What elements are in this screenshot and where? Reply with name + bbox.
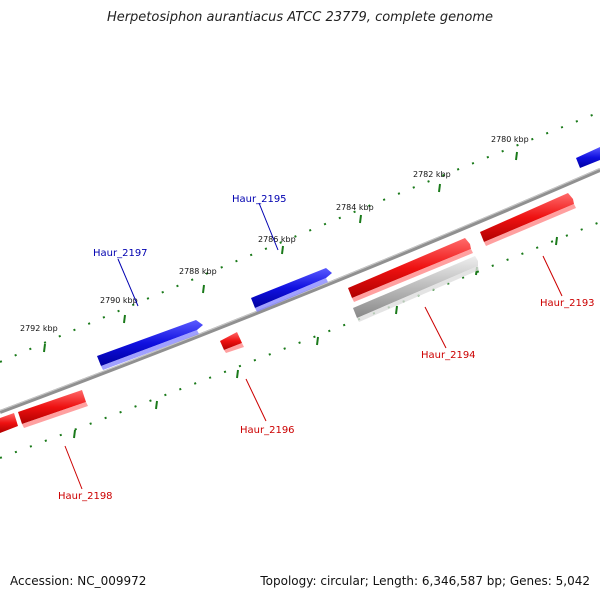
tick-mark	[515, 151, 518, 161]
tick-mark	[281, 245, 284, 255]
tick-label: 2782 kbp	[413, 170, 451, 179]
tick-mark	[73, 429, 76, 439]
gene-haur-2196-arrow[interactable]	[220, 332, 244, 353]
major-ticks	[43, 151, 518, 353]
genome-summary-text: Topology: circular; Length: 6,346,587 bp…	[260, 574, 590, 588]
tick-mark	[43, 343, 46, 353]
leader-line	[245, 378, 267, 422]
forward-tick-track	[0, 111, 600, 363]
tick-label: 2788 kbp	[179, 267, 217, 276]
genome-title: Herpetosiphon aurantiacus ATCC 23779, co…	[106, 10, 494, 25]
genome-backbone-highlight	[0, 168, 600, 411]
tick-mark	[438, 183, 441, 193]
leader-lines	[64, 202, 563, 490]
tick-label: 2792 kbp	[20, 324, 58, 333]
tick-mark	[155, 400, 158, 410]
tick-mark	[202, 284, 205, 294]
tick-mark	[555, 236, 558, 246]
tick-label: 2790 kbp	[100, 296, 138, 305]
tick-label: 2786 kbp	[258, 235, 296, 244]
leader-line	[424, 306, 447, 349]
tick-mark	[236, 369, 239, 379]
gene-haur-2193-arrow[interactable]	[480, 193, 576, 246]
tick-mark	[395, 305, 398, 315]
gene-haur-2198-arrow[interactable]	[18, 390, 88, 428]
accession-text: Accession: NC_009972	[10, 574, 147, 588]
leader-line	[64, 445, 83, 490]
gene-partial-reverse-arrow[interactable]	[0, 413, 18, 433]
gene-label-haur-2198[interactable]: Haur_2198	[58, 491, 113, 502]
leader-line	[542, 255, 563, 297]
tick-label: 2780 kbp	[491, 135, 529, 144]
gene-label-haur-2193[interactable]: Haur_2193	[540, 298, 595, 309]
gene-haur-2197-arrow[interactable]	[97, 320, 203, 370]
tick-mark	[359, 214, 362, 224]
gene-partial-forward-arrow[interactable]	[576, 147, 600, 168]
tick-mark	[316, 336, 319, 346]
gene-haur-2194-pseudo-arrow[interactable]	[353, 256, 479, 322]
inner-major-ticks	[73, 236, 558, 439]
gene-haur-2194-arrow[interactable]	[348, 238, 473, 302]
reverse-tick-track	[0, 221, 600, 459]
genome-backbone	[0, 168, 600, 414]
leader-line	[258, 202, 279, 251]
gene-label-haur-2196[interactable]: Haur_2196	[240, 425, 295, 436]
tick-mark	[123, 314, 126, 324]
gene-label-haur-2194[interactable]: Haur_2194	[421, 350, 476, 361]
gene-label-haur-2195[interactable]: Haur_2195	[232, 194, 287, 205]
leader-line	[117, 258, 139, 307]
gene-label-haur-2197[interactable]: Haur_2197	[93, 248, 148, 259]
tick-label: 2784 kbp	[336, 203, 374, 212]
gene-haur-2195-arrow[interactable]	[251, 268, 332, 312]
